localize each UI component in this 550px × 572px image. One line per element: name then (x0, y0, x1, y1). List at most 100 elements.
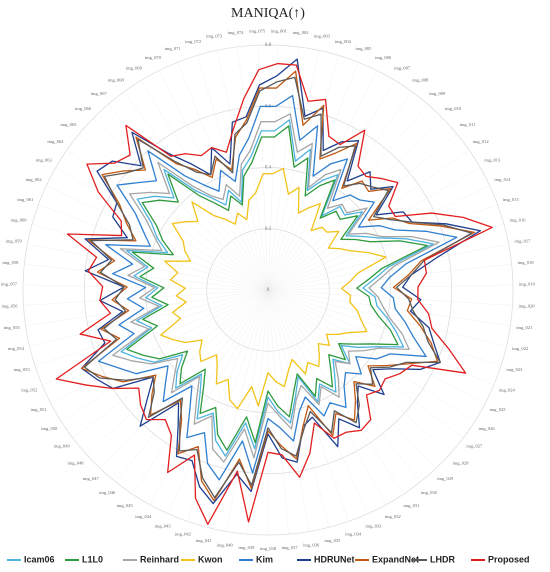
category-label: img_073 (206, 34, 223, 39)
category-label: img_033 (365, 524, 382, 529)
category-label: img_047 (83, 476, 100, 481)
category-label: img_068 (108, 77, 125, 82)
category-label: img_038 (260, 546, 277, 551)
spoke (267, 289, 310, 532)
category-label: img_030 (421, 490, 438, 495)
spoke (267, 289, 475, 422)
category-label: img_017 (514, 238, 531, 243)
category-label: img_069 (126, 65, 143, 70)
category-label: img_012 (473, 139, 489, 144)
spoke (31, 223, 269, 291)
spoke (247, 289, 269, 535)
r-tick-label: 0.2 (265, 227, 272, 232)
category-label: img_029 (437, 476, 454, 481)
category-label: img_013 (484, 158, 501, 163)
spoke (149, 289, 269, 505)
category-label: img_032 (385, 514, 401, 519)
legend-label: ExpandNet (372, 554, 419, 564)
series-line (97, 94, 458, 481)
category-label: img_057 (1, 282, 18, 287)
spoke (168, 289, 269, 514)
category-label: img_028 (452, 460, 469, 465)
legend-label: Icam06 (24, 554, 55, 564)
spoke (267, 80, 396, 291)
category-label: img_062 (26, 177, 42, 182)
category-label: img_010 (445, 106, 462, 111)
spoke (267, 289, 436, 469)
chart-title: MANIQA(↑) (231, 6, 305, 21)
spoke (267, 204, 498, 291)
category-label: img_043 (155, 524, 172, 529)
spoke (267, 91, 413, 291)
category-label: img_002 (292, 30, 308, 35)
spoke (267, 50, 320, 291)
spoke (226, 289, 269, 532)
category-label: img_061 (17, 197, 33, 202)
category-label: img_006 (375, 55, 392, 60)
category-label: img_046 (99, 490, 116, 495)
legend-label: HDRUNet (314, 554, 355, 564)
category-label: img_060 (11, 217, 28, 222)
category-label: img_059 (6, 238, 23, 243)
category-label: img_023 (506, 367, 523, 372)
series-line (55, 62, 493, 525)
category-label: img_018 (518, 260, 535, 265)
category-label: img_026 (479, 426, 496, 431)
category-label: img_004 (335, 39, 352, 44)
spoke (92, 118, 269, 291)
category-label: img_065 (60, 122, 77, 127)
spoke (29, 289, 269, 347)
r-tick-label: 0.8 (265, 43, 272, 48)
spoke (158, 70, 269, 291)
category-label: img_067 (91, 91, 108, 96)
category-label: img_003 (314, 34, 331, 39)
category-label: img_066 (75, 106, 92, 111)
spoke (267, 289, 513, 306)
category-label: img_001 (271, 28, 287, 33)
spoke (24, 264, 269, 291)
legend-label: Kwon (198, 554, 223, 564)
category-label: img_052 (21, 387, 37, 392)
series-line (112, 113, 440, 463)
category-label: img_075 (249, 28, 266, 33)
series-line (83, 76, 473, 499)
category-label: img_024 (499, 387, 516, 392)
spoke (267, 289, 387, 505)
category-label: img_048 (68, 460, 85, 465)
category-label: img_011 (460, 122, 476, 127)
category-label: img_025 (490, 407, 507, 412)
spoke (267, 55, 340, 291)
series-line (160, 167, 387, 410)
spoke (267, 45, 279, 291)
category-label: img_039 (238, 545, 255, 550)
r-tick-label: 0 (267, 288, 270, 293)
spoke (267, 289, 494, 386)
series-line (126, 125, 428, 451)
spoke (55, 167, 269, 291)
category-label: img_058 (2, 260, 19, 265)
category-label: img_071 (165, 46, 181, 51)
spoke (38, 204, 269, 291)
category-label: img_055 (4, 325, 21, 330)
category-label: img_045 (117, 503, 134, 508)
spoke (267, 284, 513, 291)
spoke (107, 104, 269, 291)
category-label: img_008 (412, 77, 429, 82)
spoke (42, 289, 269, 386)
category-label: img_009 (429, 91, 446, 96)
category-label: img_051 (30, 407, 46, 412)
spoke (267, 118, 444, 291)
spoke (177, 62, 269, 291)
category-label: img_016 (509, 217, 526, 222)
category-label: img_074 (228, 30, 245, 35)
category-label: img_036 (303, 542, 320, 547)
category-label: img_050 (41, 426, 58, 431)
legend-label: Kim (256, 554, 273, 564)
r-tick-label: 0.4 (265, 166, 272, 171)
category-label: img_005 (355, 46, 372, 51)
spoke (66, 150, 269, 291)
category-label: img_022 (512, 346, 528, 351)
legend-label: L1L0 (82, 554, 103, 564)
spoke (61, 289, 269, 422)
category-label: img_044 (135, 514, 152, 519)
